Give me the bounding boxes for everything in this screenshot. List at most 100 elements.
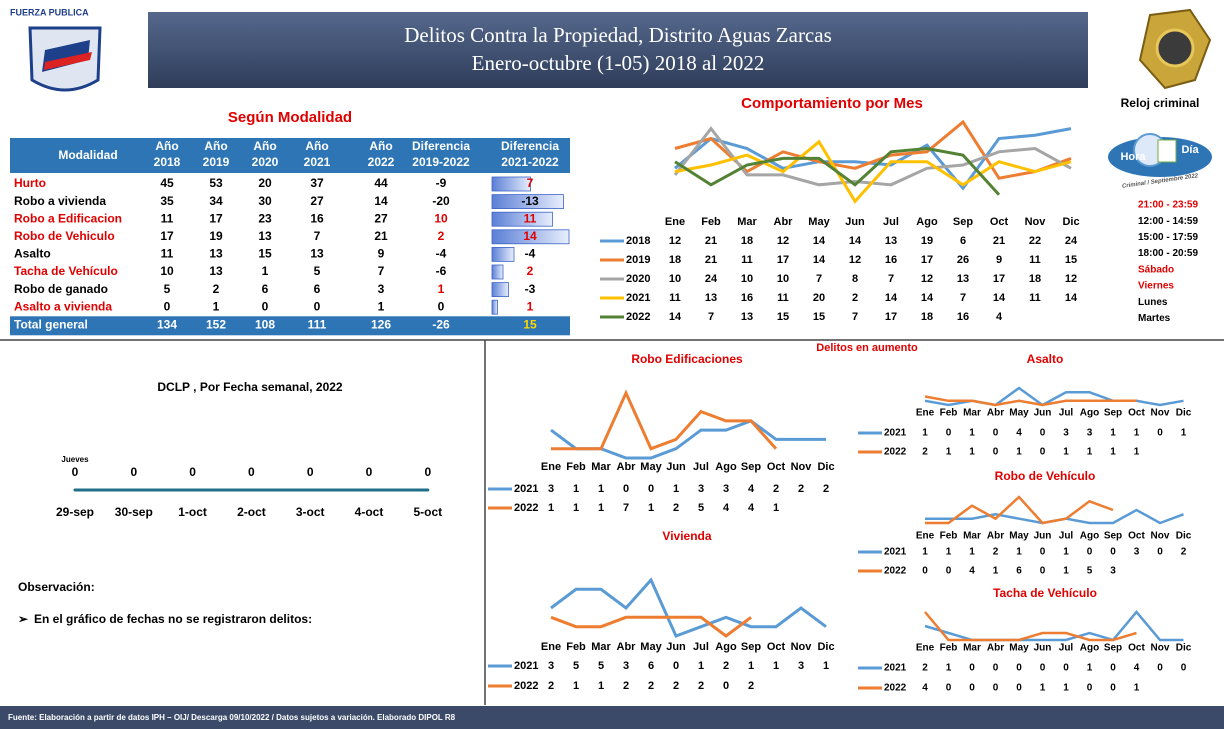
cell: -6 (436, 264, 447, 278)
clock-title: Reloj criminal (1121, 96, 1200, 110)
clock-item: 15:00 - 17:59 (1138, 232, 1198, 243)
cell: 10 (160, 264, 174, 278)
data-value: 5 (1087, 566, 1093, 577)
total-cell: 126 (371, 317, 391, 331)
cell: 5 (164, 282, 171, 296)
x-tick-label: Oct (1128, 531, 1145, 542)
series-name: 2022 (884, 566, 907, 577)
data-value: 1 (922, 547, 928, 558)
x-tick-label: Jul (693, 461, 709, 473)
data-point (368, 489, 371, 492)
column-header: Año (369, 139, 392, 153)
total-cell: 15 (523, 317, 537, 331)
data-value: 2 (852, 292, 858, 304)
data-value: 0 (922, 566, 928, 577)
data-value: 1 (1110, 447, 1116, 458)
cell: 10 (434, 211, 448, 225)
data-value: 24 (1065, 235, 1078, 247)
x-tick-label: Feb (566, 461, 586, 473)
series-name: 2022 (514, 502, 538, 514)
x-tick-label: Dic (817, 461, 834, 473)
data-value: 1 (969, 447, 975, 458)
data-value: 0 (1040, 447, 1046, 458)
data-value: 0 (1157, 547, 1163, 558)
clock-item: Viernes (1138, 281, 1174, 292)
data-value: 0 (1040, 663, 1046, 674)
total-label: Total general (14, 317, 88, 331)
column-header: 2019 (203, 155, 230, 169)
data-bar (492, 177, 531, 191)
x-tick-label: 3-oct (296, 505, 325, 519)
x-tick-label: Ago (1080, 408, 1099, 419)
data-value: 21 (705, 254, 717, 266)
x-tick-label: Nov (791, 461, 813, 473)
column-header: Diferencia (501, 139, 559, 153)
column-header: 2020 (252, 155, 279, 169)
data-bar (492, 247, 514, 261)
data-value: 0 (946, 683, 952, 694)
x-tick-label: Jun (666, 641, 686, 653)
data-bar (492, 265, 503, 279)
cell: 11 (161, 247, 174, 261)
row-label: Tacha de Vehículo (14, 264, 118, 278)
data-value: 3 (1134, 547, 1140, 558)
data-value: 4 (969, 566, 975, 577)
cell: 19 (209, 229, 223, 243)
data-value: 2 (1181, 547, 1187, 558)
data-point (74, 489, 77, 492)
x-tick-label: Jul (1059, 408, 1074, 419)
x-tick-label: 29-sep (56, 505, 94, 519)
data-value: 1 (1134, 428, 1140, 439)
data-value: 2 (922, 663, 928, 674)
column-header: 2019-2022 (412, 155, 470, 169)
cell: 7 (378, 264, 385, 278)
column-header: 2018 (154, 155, 181, 169)
data-value: 1 (993, 566, 999, 577)
data-value: 21 (705, 235, 717, 247)
data-value: 3 (548, 483, 554, 495)
data-value: 0 (1110, 683, 1116, 694)
x-tick-label: Dic (1062, 216, 1079, 228)
data-value: 1 (1087, 663, 1093, 674)
x-tick-label: Mar (963, 643, 981, 654)
data-value: 1 (1063, 447, 1069, 458)
x-tick-label: Ene (665, 216, 685, 228)
data-value: 14 (993, 292, 1006, 304)
x-tick-label: Ene (916, 408, 935, 419)
x-tick-label: May (1009, 408, 1029, 419)
data-value: 14 (813, 254, 826, 266)
data-value: 0 (1157, 428, 1163, 439)
x-tick-label: Jul (1059, 531, 1074, 542)
data-value: 21 (993, 235, 1005, 247)
x-tick-label: Feb (701, 216, 721, 228)
data-value: 3 (623, 660, 629, 672)
x-tick-label: Oct (767, 641, 786, 653)
data-value: 0 (1181, 663, 1187, 674)
clock-item: Lunes (1138, 297, 1168, 308)
data-value: 20 (813, 292, 825, 304)
data-value: 10 (741, 273, 753, 285)
data-value: 12 (921, 273, 933, 285)
data-value: 17 (777, 254, 789, 266)
x-tick-label: Jun (666, 461, 686, 473)
cell: 44 (374, 176, 388, 190)
column-header: Modalidad (58, 148, 117, 162)
table-total-bg (10, 316, 570, 335)
data-value: 1 (548, 502, 554, 514)
x-tick-label: 1-oct (178, 505, 207, 519)
data-value: 3 (798, 660, 804, 672)
data-value: 3 (1063, 428, 1069, 439)
footer-text: Fuente: Elaboración a partir de datos IP… (8, 713, 456, 722)
data-value: 2 (922, 447, 928, 458)
data-value: 1 (773, 502, 779, 514)
cell: 15 (258, 247, 272, 261)
header-title: Delitos Contra la Propiedad, Distrito Ag… (404, 23, 832, 47)
data-value: 1 (673, 483, 679, 495)
total-cell: 152 (206, 317, 226, 331)
data-value: 13 (705, 292, 717, 304)
data-value: 17 (993, 273, 1005, 285)
data-value: 16 (741, 292, 753, 304)
x-tick-label: Abr (617, 461, 637, 473)
clock-item: Sábado (1138, 264, 1174, 275)
column-header: Año (155, 139, 178, 153)
